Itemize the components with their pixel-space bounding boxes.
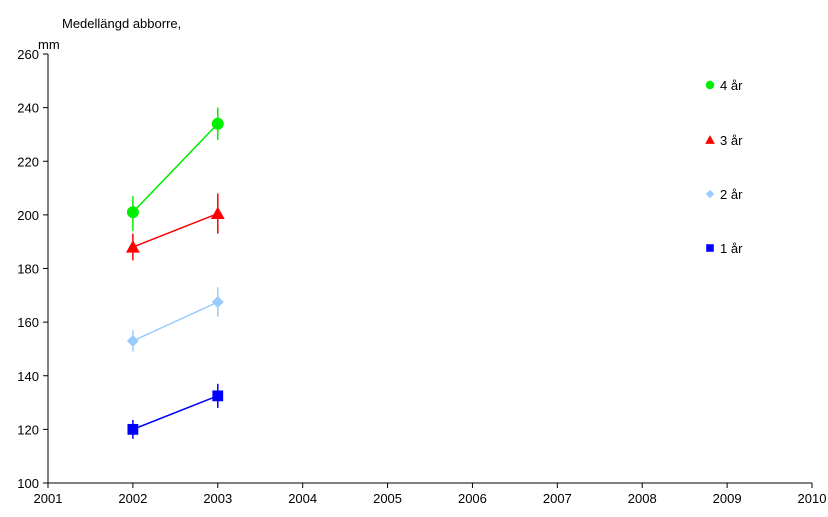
x-tick-label: 2004 [288,491,317,506]
y-tick-label: 160 [17,315,39,330]
legend-label: 2 år [720,187,743,202]
series-circle [126,107,224,231]
series-square [127,383,224,439]
y-tick-label: 140 [17,369,39,384]
legend-marker-triangle [705,135,715,144]
legend-label: 1 år [720,241,743,256]
data-point-circle [126,206,139,219]
y-tick-label: 240 [17,101,39,116]
data-point-diamond [126,334,139,347]
x-tick-label: 2006 [458,491,487,506]
series-diamond [126,287,224,352]
legend-marker-square [706,244,714,252]
y-tick-label: 220 [17,154,39,169]
y-axis-ticks: 100 120 140 160 180 200 220 240 260 [17,47,48,491]
x-tick-label: 2008 [628,491,657,506]
x-tick-label: 2002 [118,491,147,506]
series-line [132,301,219,342]
x-tick-label: 2010 [798,491,827,506]
y-tick-label: 200 [17,208,39,223]
x-tick-label: 2005 [373,491,402,506]
legend-label: 4 år [720,78,743,93]
y-tick-label: 100 [17,476,39,491]
x-tick-label: 2001 [34,491,63,506]
legend-marker-circle [705,80,715,90]
data-point-circle [211,117,224,130]
series-line [132,212,219,248]
series-line [132,123,219,213]
data-point-diamond [211,296,224,309]
y-axis-title-line1: Medellängd abborre, [62,16,181,31]
series-triangle [125,193,225,261]
y-tick-label: 180 [17,262,39,277]
x-axis-ticks: 2001 2002 2003 2004 2005 2006 2007 2008 2009 2010 [34,483,827,506]
x-tick-label: 2003 [203,491,232,506]
x-tick-label: 2007 [543,491,572,506]
data-point-square [212,390,224,402]
plot-series [125,107,225,439]
data-point-square [127,423,139,435]
y-tick-label: 120 [17,422,39,437]
y-tick-label: 260 [17,47,39,62]
y-axis-title-line2: mm [38,37,60,52]
legend: 4 år 3 år 2 år 1 år [705,78,743,256]
legend-marker-diamond [705,189,715,199]
data-point-triangle [210,206,225,220]
legend-label: 3 år [720,133,743,148]
x-tick-label: 2009 [713,491,742,506]
series-line [132,395,219,431]
data-point-triangle [125,240,140,253]
